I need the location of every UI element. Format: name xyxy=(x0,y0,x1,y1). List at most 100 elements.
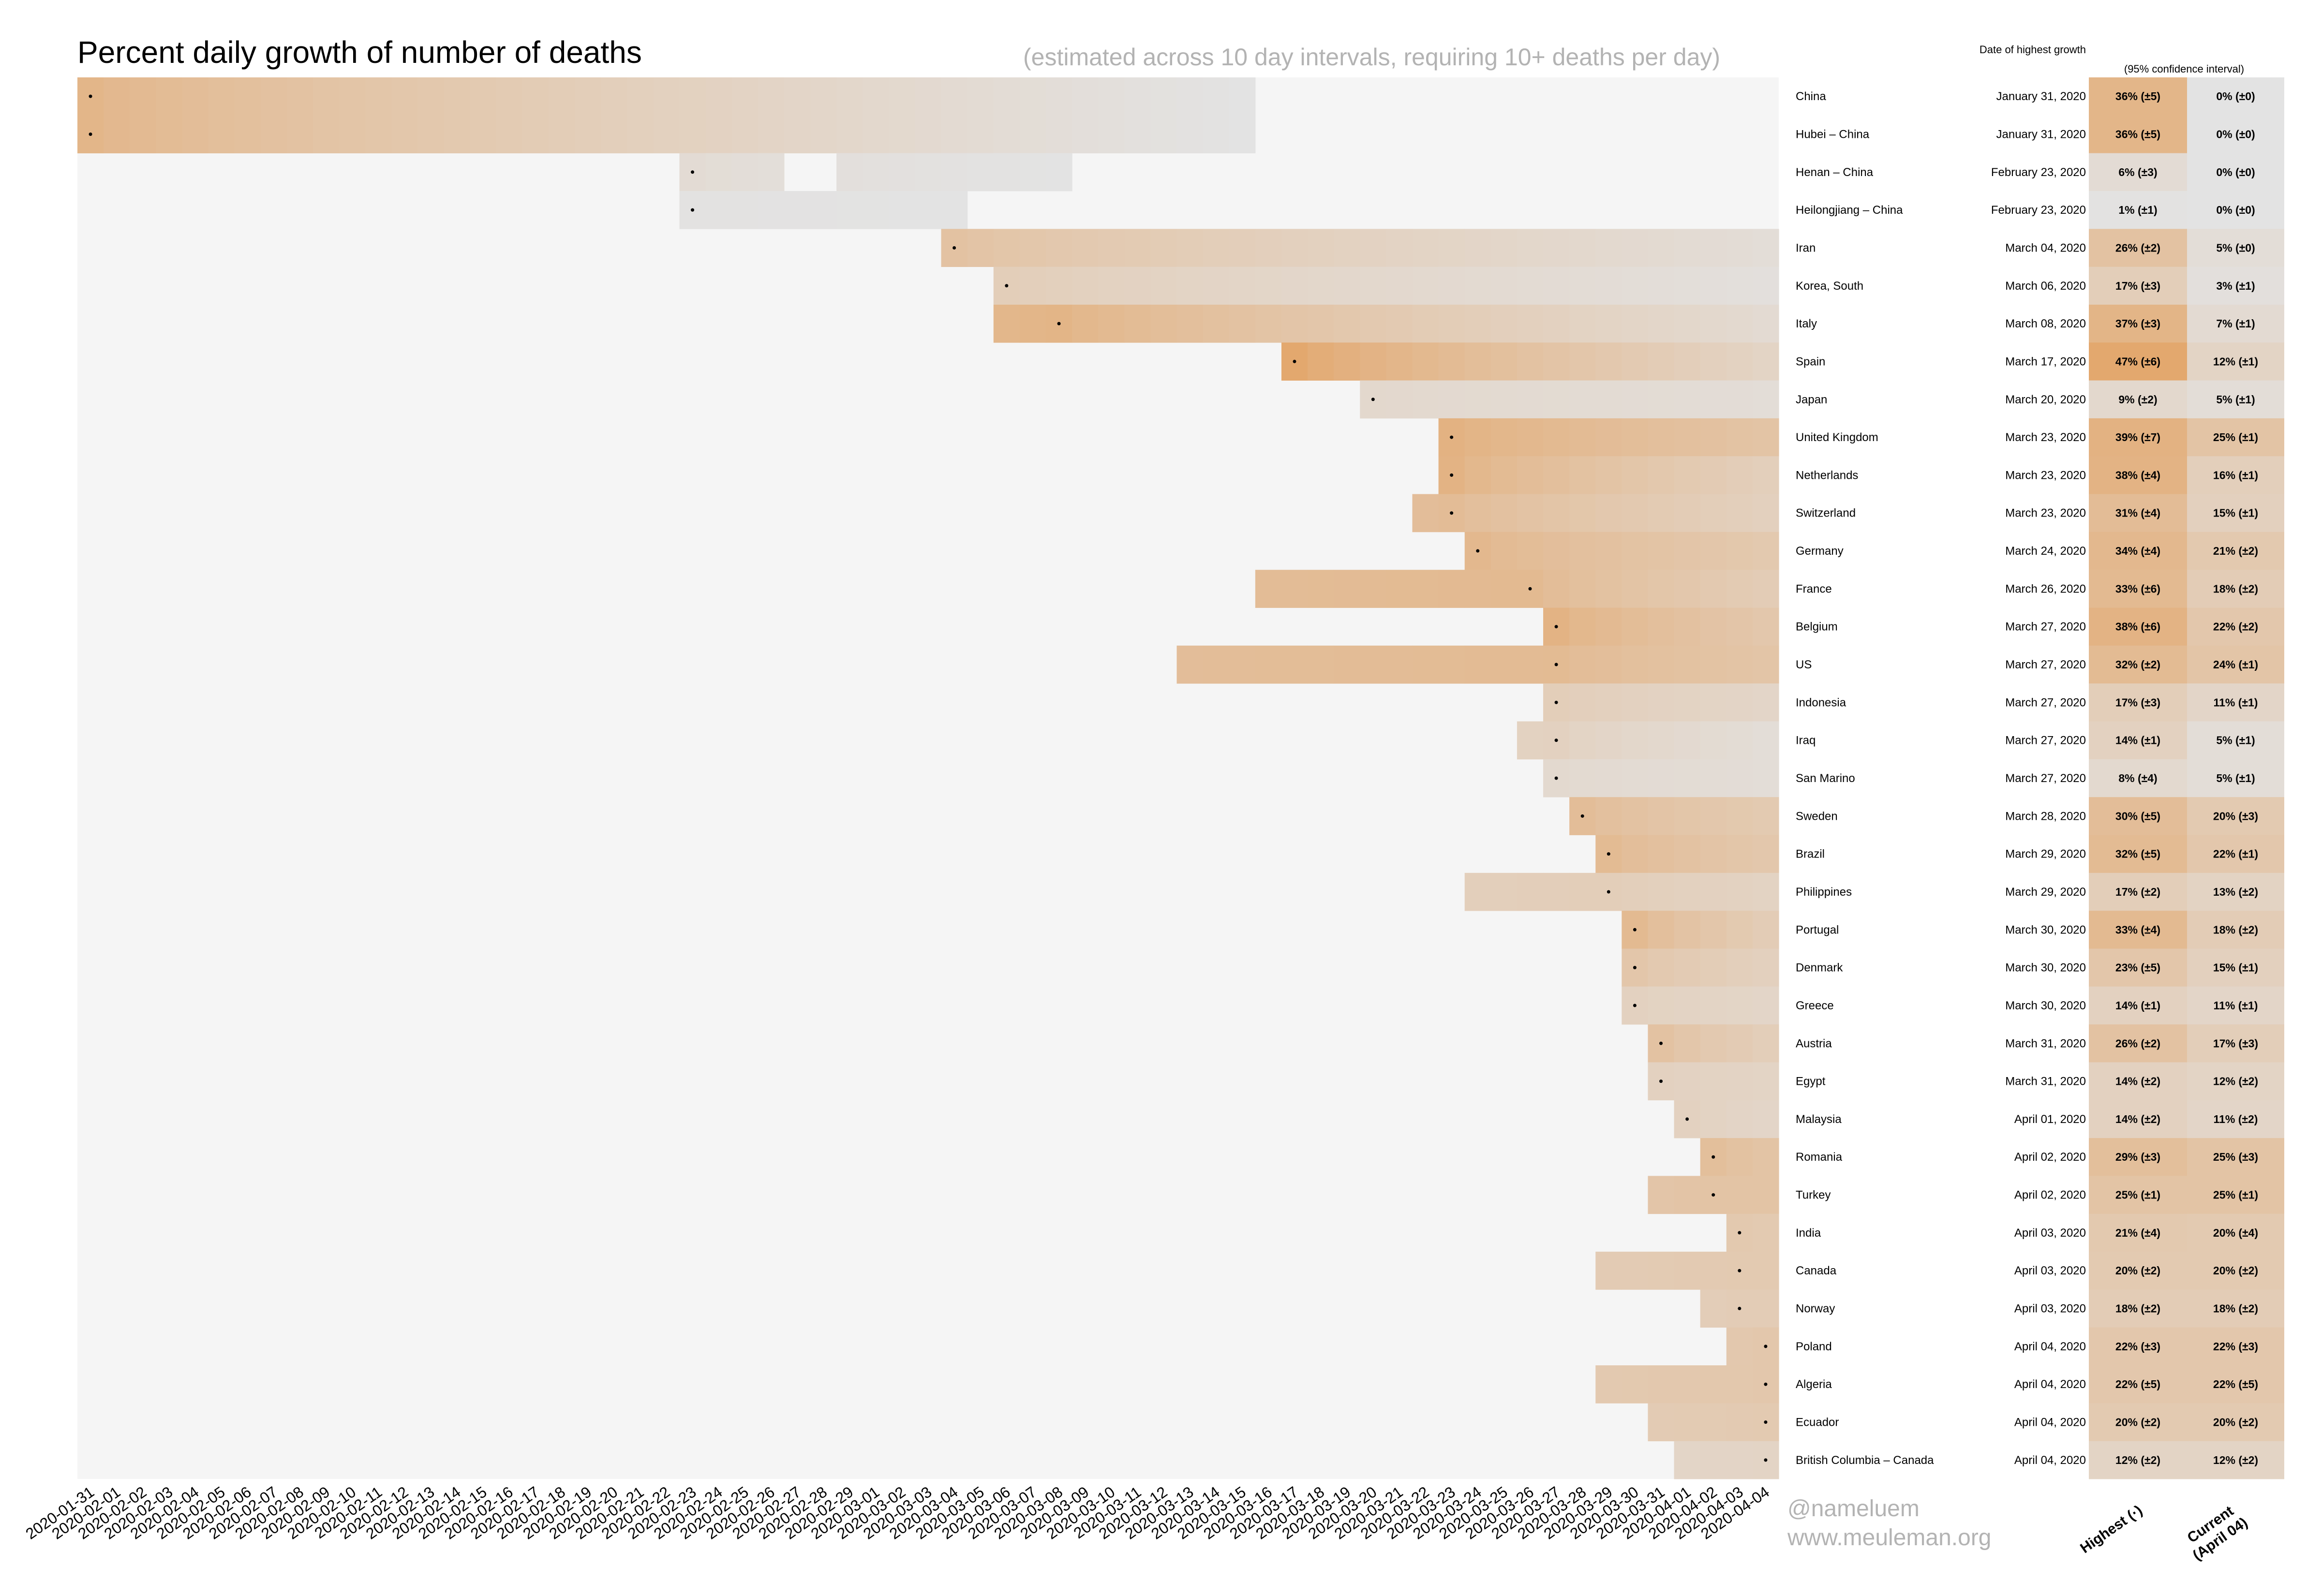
peak-marker xyxy=(1633,966,1637,970)
current-value-cell xyxy=(2187,229,2284,267)
current-value-cell xyxy=(2187,1327,2284,1366)
heatmap-cell xyxy=(1674,607,1701,646)
heatmap-cell xyxy=(1543,456,1570,494)
country-label: Algeria xyxy=(1796,1378,1832,1391)
highest-value-label: 8% (±4) xyxy=(2118,772,2157,784)
heatmap-cell xyxy=(1203,77,1230,116)
heatmap-cell xyxy=(653,77,680,116)
highest-value-cell xyxy=(2089,153,2187,192)
highest-value-label: 33% (±6) xyxy=(2115,582,2160,595)
heatmap-cell xyxy=(1674,456,1701,494)
heatmap-cell xyxy=(705,153,732,192)
peak-date-label: March 27, 2020 xyxy=(2005,734,2086,747)
heatmap-cell xyxy=(1726,229,1753,267)
heatmap-cell xyxy=(1648,835,1675,873)
heatmap-cell xyxy=(1674,872,1701,911)
heatmap-cell xyxy=(1726,721,1753,760)
country-label: Heilongjiang – China xyxy=(1796,204,1903,217)
peak-date-label: March 30, 2020 xyxy=(2005,923,2086,936)
heatmap-cell xyxy=(993,153,1020,192)
peak-marker xyxy=(1712,1155,1715,1159)
heatmap-cell xyxy=(1334,342,1360,381)
heatmap-cell xyxy=(1648,872,1675,911)
current-value-cell xyxy=(2187,532,2284,570)
heatmap-cell xyxy=(1543,229,1570,267)
heatmap-cell xyxy=(1569,721,1596,760)
heatmap-cell xyxy=(810,191,837,229)
current-value-cell xyxy=(2187,1138,2284,1176)
highest-value-label: 38% (±4) xyxy=(2115,469,2160,481)
current-value-cell xyxy=(2187,1176,2284,1214)
peak-date-label: March 23, 2020 xyxy=(2005,431,2086,444)
heatmap-cell xyxy=(1648,607,1675,646)
peak-marker xyxy=(1580,814,1584,818)
current-value-label: 5% (±1) xyxy=(2216,393,2255,406)
peak-marker xyxy=(1554,776,1558,780)
heatmap-cell xyxy=(575,115,601,154)
current-value-label: 21% (±2) xyxy=(2213,545,2258,557)
current-value-cell xyxy=(2187,153,2284,192)
date-column-header: Date of highest growth xyxy=(1980,44,2086,56)
peak-date-label: April 01, 2020 xyxy=(2014,1113,2086,1126)
heatmap-cell xyxy=(1700,1365,1727,1404)
peak-date-label: February 23, 2020 xyxy=(1991,166,2086,179)
heatmap-cell xyxy=(1648,645,1675,684)
peak-marker xyxy=(1607,852,1610,856)
heatmap-cell xyxy=(1438,229,1465,267)
highest-value-cell xyxy=(2089,721,2187,760)
heatmap-cell xyxy=(260,115,287,154)
heatmap-cell xyxy=(1176,229,1204,267)
heatmap-cell xyxy=(1595,418,1622,457)
highest-value-cell xyxy=(2089,1062,2187,1101)
current-value-cell xyxy=(2187,456,2284,494)
heatmap-cell xyxy=(1464,645,1491,684)
heatmap-cell xyxy=(1726,607,1753,646)
heatmap-cell xyxy=(627,115,654,154)
highest-value-cell xyxy=(2089,1289,2187,1328)
heatmap-cell xyxy=(1072,115,1099,154)
heatmap-cell xyxy=(1648,266,1675,305)
heatmap-cell xyxy=(993,77,1020,116)
heatmap-cell xyxy=(1124,266,1151,305)
highest-value-cell xyxy=(2089,797,2187,835)
peak-date-label: April 04, 2020 xyxy=(2014,1340,2086,1353)
heatmap-cell xyxy=(182,115,209,154)
heatmap-cell xyxy=(1595,304,1622,343)
heatmap-cell xyxy=(1569,229,1596,267)
heatmap-cell xyxy=(1595,570,1622,608)
heatmap-cell xyxy=(1045,229,1072,267)
heatmap-cell xyxy=(967,77,994,116)
heatmap-cell xyxy=(1752,1100,1779,1138)
heatmap-cell xyxy=(1464,229,1491,267)
heatmap-cell xyxy=(1412,380,1439,419)
current-value-cell xyxy=(2187,380,2284,419)
heatmap-cell xyxy=(705,191,732,229)
peak-date-label: March 06, 2020 xyxy=(2005,280,2086,293)
heatmap-cell xyxy=(1726,683,1753,722)
heatmap-cell xyxy=(758,115,785,154)
heatmap-cell xyxy=(1412,645,1439,684)
heatmap-cell xyxy=(1464,872,1491,911)
heatmap-cell xyxy=(1229,229,1256,267)
heatmap-cell xyxy=(1490,645,1518,684)
heatmap-cell xyxy=(1517,418,1544,457)
heatmap-cell xyxy=(1700,1403,1727,1442)
highest-value-cell xyxy=(2089,607,2187,646)
chart-title: Percent daily growth of number of deaths xyxy=(77,35,642,70)
heatmap-cell xyxy=(365,115,392,154)
heatmap-cell xyxy=(1648,948,1675,987)
heatmap-cell xyxy=(1700,645,1727,684)
heatmap-cell xyxy=(1700,304,1727,343)
heatmap-cell xyxy=(1674,1024,1701,1063)
heatmap-cell xyxy=(758,153,785,192)
current-value-cell xyxy=(2187,77,2284,116)
current-value-label: 15% (±1) xyxy=(2213,507,2258,519)
peak-date-label: March 04, 2020 xyxy=(2005,241,2086,254)
highest-value-cell xyxy=(2089,872,2187,911)
heatmap-cell xyxy=(444,115,471,154)
heatmap-cell xyxy=(889,191,916,229)
heatmap-cell xyxy=(1752,1213,1779,1252)
heatmap-cell xyxy=(1438,266,1465,305)
peak-date-label: March 31, 2020 xyxy=(2005,1075,2086,1088)
heatmap-cell xyxy=(1622,607,1649,646)
